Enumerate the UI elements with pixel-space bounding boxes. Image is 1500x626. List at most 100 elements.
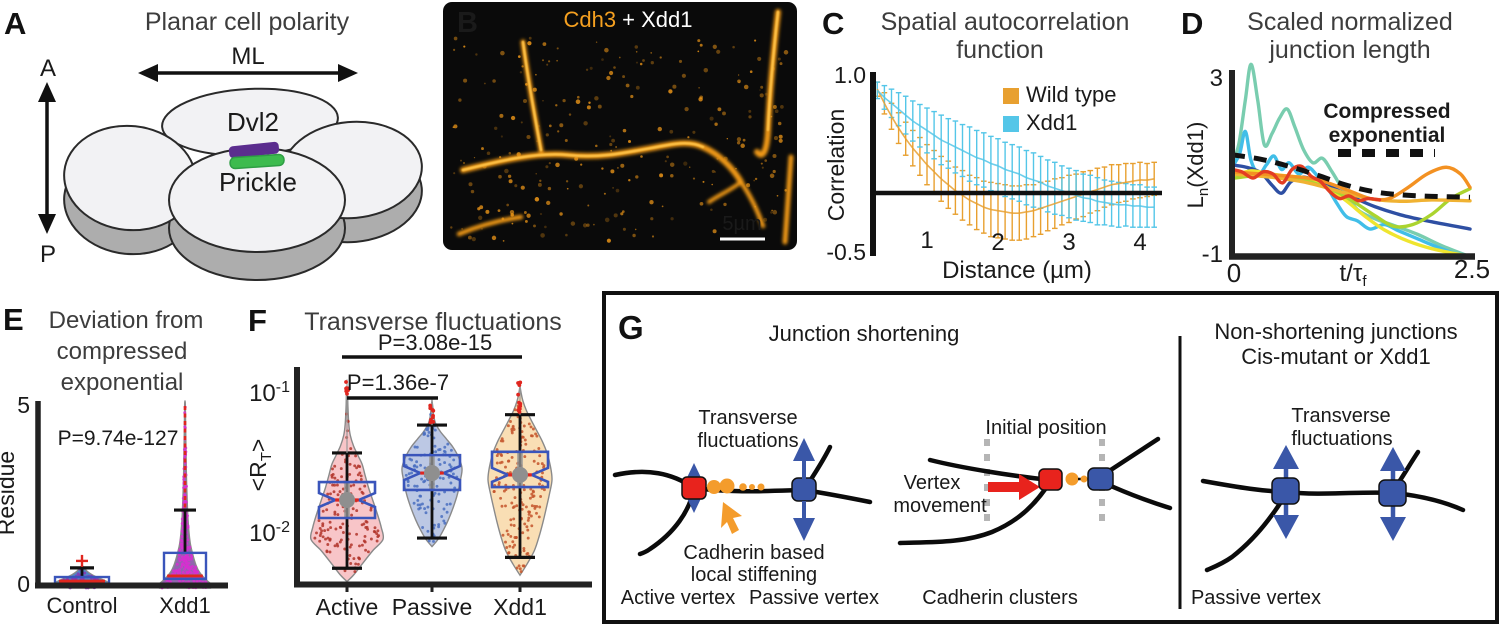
e-category-xdd1: Xdd1: [159, 593, 210, 618]
cadherin-junctions-bright: [461, 10, 780, 172]
f-category-xdd1: Xdd1: [493, 594, 547, 620]
g-cursor-icon: [721, 502, 742, 534]
legend-swatch-wildtype: [1003, 88, 1019, 104]
g-right-transverse-1: Transverse: [1291, 405, 1390, 427]
panel-g-letter: G: [618, 309, 644, 346]
panel-g-border: [602, 291, 1499, 624]
dvl2-label: Dvl2: [227, 107, 279, 137]
panel-d-letter: D: [1181, 6, 1203, 41]
e-pvalue: P=9.74e-127: [58, 427, 179, 450]
g-left-title: Junction shortening: [769, 321, 960, 346]
g-passive-vertex-square: [791, 477, 817, 502]
d-ylabel: Ln(Xdd1): [1183, 122, 1212, 209]
g-legend-cadherin-clusters: Cadherin clusters: [922, 587, 1078, 609]
e-ytick-top: 5: [17, 392, 30, 418]
panel-a-title: Planar cell polarity: [145, 8, 350, 36]
d-xlabel: t/τf: [1340, 260, 1368, 290]
g-cadherin-label-2: local stiffening: [691, 564, 817, 586]
d-ytick-bottom: -1: [1202, 241, 1223, 268]
g-cadherin-label-1: Cadherin based: [683, 542, 824, 564]
dvl2-domain: [228, 141, 280, 159]
g-right-transverse-2: fluctuations: [1291, 428, 1392, 450]
g-vertex-movement-label-1: Vertex: [904, 472, 961, 494]
f-category-active: Active: [316, 594, 379, 620]
d-xtick-right: 2.5: [1454, 254, 1490, 284]
panel-c-title-1: Spatial autocorrelation: [881, 8, 1130, 36]
panel-e: E Deviation from compressed exponential …: [0, 302, 228, 618]
legend-label-xdd1: Xdd1: [1026, 110, 1077, 135]
c-xtick-1: 1: [920, 227, 933, 254]
panel-b: B Cdh3 + Xdd1 5µm: [443, 2, 797, 250]
c-xtick-4: 4: [1133, 229, 1146, 256]
cadherin-speckles: [450, 36, 789, 243]
e-ytick-bottom: 0: [17, 571, 30, 597]
micrograph-title: Cdh3 + Xdd1: [563, 7, 692, 32]
c-xtick-2: 2: [991, 229, 1004, 256]
c-ylabel: Correlation: [823, 109, 849, 222]
g-transverse-label-1: Transverse: [698, 407, 797, 429]
scale-bar-label: 5µm: [722, 213, 761, 235]
f-pvalue-top: P=3.08e-15: [378, 330, 492, 355]
f-ytick-top: 10-1: [249, 379, 290, 407]
panel-c: C Spatial autocorrelation function 1.0 -…: [822, 6, 1162, 284]
g-mid-cadherin-dot-small: [1080, 475, 1088, 483]
g-initial-position-label: Initial position: [985, 417, 1106, 439]
g-mid-cadherin-dot-large: [1065, 472, 1079, 486]
ap-double-arrow-icon: [38, 82, 56, 234]
panel-f-letter: F: [248, 303, 267, 338]
panel-e-title-3: exponential: [61, 369, 184, 396]
g-mid-active-vertex-square: [1038, 468, 1063, 491]
g-right-passive-vertex-label: Passive vertex: [1191, 587, 1321, 609]
e-category-control: Control: [47, 593, 118, 618]
autocorrelation-errorbars: [874, 81, 1157, 241]
panel-c-title-2: function: [956, 36, 1044, 64]
g-right-title-2: Cis-mutant or Xdd1: [1241, 344, 1431, 369]
g-active-vertex-square: [681, 476, 707, 500]
ml-axis-label: ML: [231, 43, 264, 70]
g-mid-passive-vertex-square: [1087, 467, 1114, 491]
panel-f: F Transverse fluctuations 10-1 10-2 <RT>…: [245, 303, 592, 620]
legend-swatch-xdd1: [1003, 116, 1019, 132]
panel-c-letter: C: [822, 6, 844, 41]
c-xtick-3: 3: [1062, 229, 1075, 256]
cell-top-faces: [63, 87, 423, 253]
g-right-passive-square-1: [1271, 445, 1300, 539]
g-right-passive-square-2: [1378, 447, 1407, 541]
d-annotation-2: exponential: [1329, 124, 1446, 147]
d-xtick-left: 0: [1227, 258, 1241, 288]
f-ytick-bottom: 10-2: [249, 519, 290, 547]
ml-double-arrow-icon: [138, 64, 358, 82]
prickle-label: Prickle: [219, 167, 297, 197]
residue-violins: [53, 400, 213, 590]
g-passive-fluctuation-arrows-icon: [793, 438, 815, 541]
micrograph-background: [443, 2, 797, 250]
g-cadherin-cluster-dots: [707, 478, 765, 494]
fluctuation-violins: [309, 379, 553, 583]
panel-f-title: Transverse fluctuations: [304, 308, 562, 336]
panel-d-title-1: Scaled normalized: [1247, 8, 1453, 36]
d-ytick-top: 3: [1210, 65, 1223, 92]
g-legend-passive-vertex: Passive vertex: [749, 587, 879, 609]
c-ytick-top: 1.0: [834, 62, 866, 88]
g-legend-active-vertex: Active vertex: [621, 587, 735, 609]
prickle-domain: [229, 153, 285, 170]
c-xlabel: Distance (µm): [942, 257, 1092, 284]
legend-label-wildtype: Wild type: [1026, 82, 1116, 107]
g-vertex-movement-label-2: movement: [893, 495, 987, 517]
panel-a-letter: A: [4, 6, 26, 41]
panel-a: A Planar cell polarity ML A P: [4, 6, 423, 281]
panel-e-title-1: Deviation from: [49, 307, 204, 334]
panel-d: D Scaled normalized junction length 3 -1…: [1181, 6, 1490, 290]
panel-e-letter: E: [3, 302, 24, 337]
panel-g: G Junction shortening Transverse fluctua…: [602, 291, 1499, 624]
g-transverse-label-2: fluctuations: [697, 430, 798, 452]
anterior-label: A: [40, 55, 56, 82]
posterior-label: P: [40, 241, 56, 268]
f-category-passive: Passive: [392, 594, 473, 620]
g-vertex-movement-arrow-icon: [988, 474, 1040, 500]
f-pvalue-inner: P=1.36e-7: [347, 370, 449, 395]
panel-d-title-2: junction length: [1268, 36, 1430, 64]
panel-e-title-2: compressed: [57, 338, 188, 365]
e-ylabel: Residue: [0, 451, 19, 535]
